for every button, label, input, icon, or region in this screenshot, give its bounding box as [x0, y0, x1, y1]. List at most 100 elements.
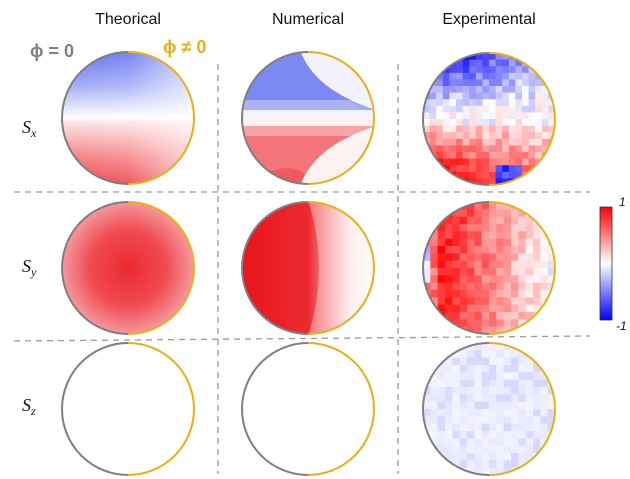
- experimental-pixel: [503, 246, 512, 254]
- experimental-pixel: [540, 438, 549, 447]
- experimental-pixel: [469, 132, 477, 140]
- experimental-pixel: [459, 365, 468, 373]
- experimental-pixel: [475, 152, 483, 159]
- experimental-pixel: [459, 238, 468, 247]
- experimental-pixel: [459, 416, 468, 425]
- experimental-pixel: [459, 394, 468, 403]
- experimental-pixel: [456, 105, 463, 113]
- experimental-pixel: [495, 158, 503, 166]
- experimental-pixel: [445, 423, 453, 432]
- experimental-pixel: [496, 445, 505, 454]
- circle-rim-left-8: [422, 342, 490, 476]
- experimental-pixel: [528, 119, 536, 126]
- experimental-pixel: [469, 125, 477, 133]
- experimental-pixel: [533, 253, 541, 262]
- experimental-pixel: [481, 453, 490, 461]
- experimental-pixel: [442, 99, 450, 107]
- experimental-pixel: [481, 416, 490, 425]
- experimental-pixel: [459, 297, 468, 306]
- experimental-pixel: [541, 119, 549, 126]
- experimental-pixel: [452, 416, 461, 425]
- experimental-pixel: [437, 209, 446, 218]
- experimental-pixel: [518, 268, 527, 276]
- experimental-pixel: [459, 357, 468, 366]
- experimental-pixel: [442, 138, 450, 146]
- experimental-pixel: [430, 350, 439, 359]
- experimental-pixel: [467, 304, 475, 313]
- experimental-pixel: [489, 224, 497, 232]
- experimental-pixel: [459, 209, 468, 218]
- legend-phi-zero: ϕ = 0: [30, 41, 74, 61]
- experimental-pixel: [525, 438, 534, 447]
- experimental-pixel: [423, 152, 430, 159]
- experimental-pixel: [548, 112, 555, 120]
- experimental-pixel: [540, 460, 549, 469]
- experimental-pixel: [452, 401, 461, 410]
- experimental-pixel: [518, 319, 527, 328]
- experimental-pixel: [452, 445, 461, 454]
- experimental-pixel: [481, 282, 490, 291]
- experimental-pixel: [518, 438, 527, 447]
- experimental-pixel: [423, 202, 431, 210]
- experimental-pixel: [482, 125, 490, 133]
- experimental-pixel: [437, 460, 446, 469]
- experimental-pixel: [525, 357, 534, 366]
- experimental-pixel: [423, 105, 430, 113]
- divider-horizontal-2: [13, 335, 591, 342]
- experimental-pixel: [430, 231, 439, 240]
- experimental-pixel: [459, 372, 468, 381]
- experimental-pixel: [437, 224, 446, 232]
- experimental-pixel: [518, 431, 527, 439]
- experimental-pixel: [503, 445, 512, 454]
- experimental-pixel: [452, 260, 461, 269]
- experimental-pixel: [518, 460, 527, 469]
- experimental-pixel: [515, 72, 523, 80]
- experimental-pixel: [474, 231, 483, 240]
- experimental-pixel: [423, 312, 431, 320]
- experimental-pixel: [528, 132, 536, 140]
- experimental-pixel: [515, 152, 523, 159]
- experimental-pixel: [459, 268, 468, 276]
- experimental-pixel: [452, 209, 461, 218]
- experimental-pixel: [467, 467, 475, 475]
- experimental-pixel: [547, 445, 555, 454]
- experimental-pixel: [474, 304, 483, 313]
- experimental-pixel: [541, 105, 549, 113]
- experimental-pixel: [462, 72, 470, 80]
- experimental-pixel: [437, 467, 446, 475]
- experimental-pixel: [541, 86, 549, 93]
- experimental-pixel: [474, 238, 483, 247]
- experimental-pixel: [474, 394, 483, 403]
- legend-phi-nonzero: ϕ ≠ 0: [163, 37, 206, 57]
- experimental-pixel: [489, 171, 496, 179]
- experimental-pixel: [481, 467, 490, 475]
- experimental-pixel: [467, 343, 475, 351]
- experimental-pixel: [508, 171, 516, 179]
- experimental-pixel: [518, 372, 527, 381]
- experimental-pixel: [515, 86, 523, 93]
- experimental-pixel: [511, 409, 519, 417]
- experimental-pixel: [442, 72, 450, 80]
- experimental-pixel: [503, 460, 512, 469]
- experimental-pixel: [496, 224, 505, 232]
- experimental-pixel: [452, 290, 461, 298]
- experimental-pixel: [547, 246, 555, 254]
- experimental-pixel: [467, 209, 475, 218]
- experimental-pixel: [452, 253, 461, 262]
- experimental-pixel: [547, 460, 555, 469]
- experimental-pixel: [423, 246, 431, 254]
- experimental-pixel: [525, 372, 534, 381]
- experimental-pixel: [482, 152, 490, 159]
- experimental-pixel: [533, 326, 541, 334]
- experimental-pixel: [522, 138, 529, 146]
- experimental-pixel: [430, 372, 439, 381]
- experimental-pixel: [442, 105, 450, 113]
- experimental-pixel: [511, 372, 519, 381]
- experimental-pixel: [518, 246, 527, 254]
- experimental-pixel: [508, 138, 516, 146]
- experimental-pixel: [482, 86, 490, 93]
- experimental-pixel: [525, 387, 534, 395]
- row-label-sy-subscript: y: [30, 265, 37, 279]
- experimental-pixel: [547, 467, 555, 475]
- experimental-pixel: [436, 105, 444, 113]
